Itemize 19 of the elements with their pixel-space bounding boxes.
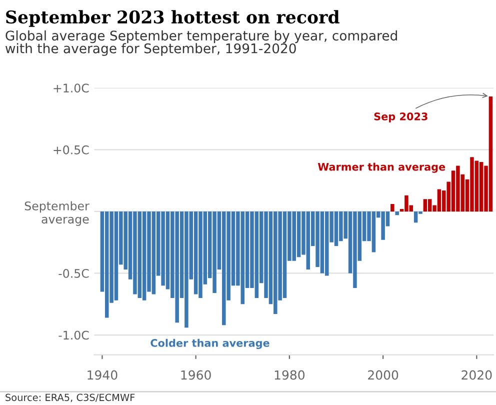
bar: [395, 211, 399, 216]
x-tick-label: 1960: [181, 370, 211, 380]
y-tick-label: -1.0C: [58, 330, 89, 340]
y-tick-label: September average: [24, 201, 90, 226]
x-tick-label: 1940: [88, 370, 118, 380]
annotation: Colder than average: [150, 338, 270, 350]
x-tick-label: 1980: [274, 370, 305, 380]
chart-subtitle: Global average September temperature by year, compared with the average for September, 1991-2020: [6, 30, 397, 56]
y-tick-label: +0.5C: [54, 145, 89, 154]
annotation: Sep 2023: [374, 112, 428, 122]
x-tick-label: 2000: [368, 370, 398, 380]
source-note: Source: ERA5, C3S/ECMWF: [6, 394, 135, 402]
bar: [390, 204, 394, 212]
annotation: Warmer than average: [318, 162, 446, 173]
x-tick-label: 2020: [462, 370, 492, 380]
bar: [423, 199, 428, 212]
y-tick-label: +1.0C: [54, 84, 89, 93]
y-tick-label: -0.5C: [58, 268, 89, 278]
chart-title: September 2023 hottest on record: [6, 10, 340, 27]
